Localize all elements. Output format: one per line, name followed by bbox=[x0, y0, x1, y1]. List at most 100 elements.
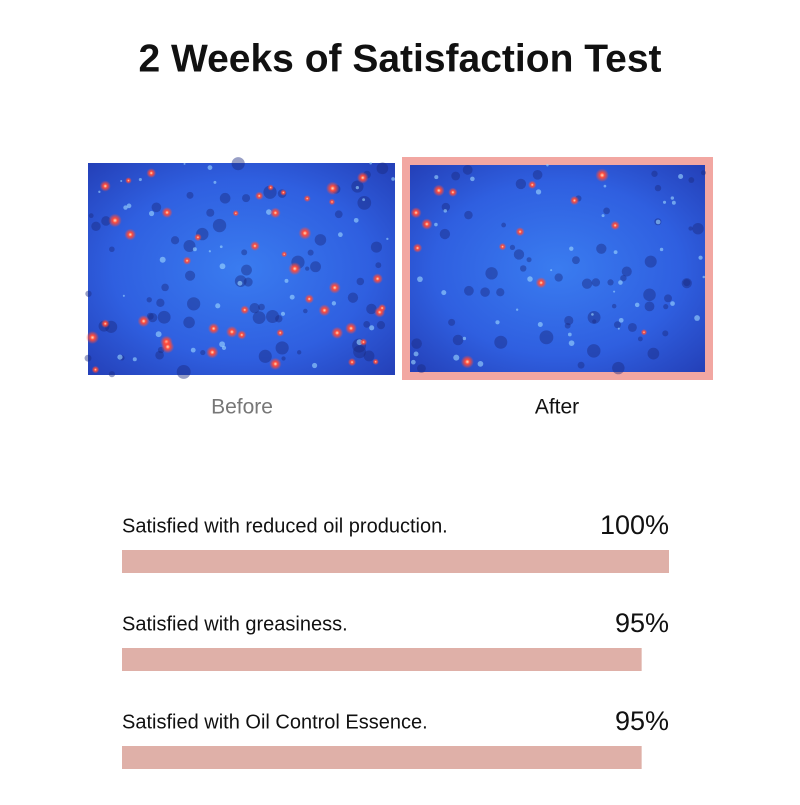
pore bbox=[577, 361, 585, 369]
pore bbox=[334, 210, 343, 219]
sebum-spot bbox=[206, 346, 219, 359]
sheen bbox=[527, 276, 533, 282]
sebum-spot bbox=[359, 338, 368, 346]
sebum-spot bbox=[249, 240, 260, 251]
pore bbox=[186, 191, 194, 199]
pore bbox=[515, 178, 527, 190]
pore bbox=[314, 234, 327, 246]
sebum-spot bbox=[146, 168, 157, 178]
sebum-spot bbox=[412, 243, 423, 253]
pore bbox=[176, 364, 191, 379]
sheen bbox=[219, 341, 226, 348]
pore bbox=[376, 162, 389, 175]
pore bbox=[212, 218, 227, 233]
sheen bbox=[117, 354, 123, 360]
pore bbox=[526, 257, 532, 263]
value-label: 95% bbox=[615, 608, 669, 638]
sebum-spot bbox=[254, 191, 264, 201]
pore bbox=[692, 222, 704, 235]
pore bbox=[596, 243, 607, 254]
pore bbox=[683, 279, 691, 287]
sebum-spot bbox=[325, 181, 340, 196]
pore bbox=[303, 308, 308, 314]
pore bbox=[357, 196, 372, 210]
sheen bbox=[148, 210, 155, 217]
pore bbox=[258, 349, 272, 363]
sheen bbox=[280, 311, 286, 316]
sheen bbox=[453, 354, 460, 361]
sheen bbox=[417, 276, 423, 283]
sheen bbox=[369, 162, 372, 165]
sheen bbox=[219, 263, 226, 270]
pore bbox=[155, 350, 164, 360]
sheen bbox=[413, 351, 419, 357]
pore bbox=[592, 319, 597, 324]
pore bbox=[581, 278, 593, 289]
pore bbox=[275, 341, 289, 355]
before-label: Before bbox=[211, 396, 273, 419]
sebum-spot bbox=[569, 195, 580, 206]
sheen bbox=[670, 301, 675, 306]
sebum-spot bbox=[303, 195, 311, 203]
pore bbox=[452, 334, 464, 346]
pore bbox=[587, 344, 601, 358]
pore bbox=[439, 228, 451, 240]
sheen bbox=[207, 165, 213, 170]
sheen bbox=[568, 340, 575, 346]
sheen bbox=[219, 245, 223, 249]
pore bbox=[366, 303, 377, 315]
sebum-spot bbox=[101, 319, 110, 328]
bar bbox=[122, 550, 669, 573]
pore bbox=[464, 285, 474, 296]
pore bbox=[183, 316, 195, 329]
sheen bbox=[591, 313, 594, 316]
pore bbox=[700, 170, 706, 176]
pore bbox=[485, 267, 498, 280]
sheen bbox=[355, 185, 359, 190]
sheen bbox=[569, 246, 574, 251]
sebum-spot bbox=[298, 226, 312, 240]
sheen bbox=[213, 180, 217, 184]
sebum-spot bbox=[640, 329, 648, 336]
pore bbox=[370, 241, 382, 253]
sebum-spot bbox=[328, 281, 341, 294]
pore bbox=[647, 347, 660, 360]
bar bbox=[122, 648, 642, 671]
pore bbox=[564, 322, 571, 329]
sebum-spot bbox=[610, 220, 620, 231]
pore bbox=[84, 354, 92, 362]
sheen bbox=[470, 176, 475, 182]
sebum-spot bbox=[99, 180, 111, 192]
sheen bbox=[132, 357, 137, 362]
pore bbox=[187, 297, 201, 311]
pore bbox=[147, 312, 158, 323]
row-label: Satisfied with Oil Control Essence. bbox=[122, 711, 428, 733]
sebum-spot bbox=[331, 326, 344, 339]
sheen bbox=[613, 250, 618, 255]
pore bbox=[441, 202, 451, 212]
sebum-spot bbox=[448, 187, 458, 197]
sebum-spot bbox=[108, 213, 122, 228]
pore bbox=[607, 279, 614, 286]
pore bbox=[241, 264, 252, 276]
pore bbox=[156, 298, 165, 307]
sebum-spot bbox=[267, 184, 274, 191]
sebum-spot bbox=[460, 355, 474, 369]
title: 2 Weeks of Satisfaction Test bbox=[138, 37, 661, 80]
sheen bbox=[98, 190, 101, 193]
sheen bbox=[434, 222, 438, 227]
sheen bbox=[159, 256, 166, 263]
pore bbox=[242, 194, 251, 203]
pore bbox=[591, 278, 601, 287]
pore bbox=[281, 356, 286, 361]
pore bbox=[347, 292, 359, 303]
sebum-spot bbox=[304, 294, 314, 304]
pore bbox=[231, 157, 245, 171]
pore bbox=[662, 330, 669, 337]
sheen bbox=[618, 280, 623, 285]
sheen bbox=[411, 359, 416, 365]
sheen bbox=[495, 320, 500, 325]
sheen bbox=[537, 321, 543, 327]
pore bbox=[564, 315, 574, 326]
sheen bbox=[702, 275, 706, 279]
